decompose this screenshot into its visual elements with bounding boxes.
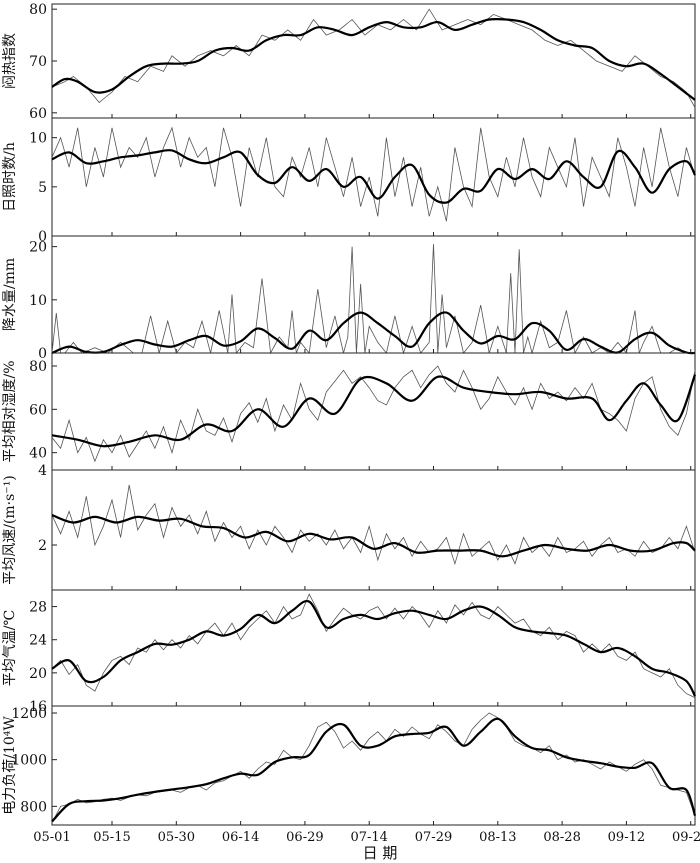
series-smooth-line	[51, 311, 696, 355]
series-smooth-line	[51, 149, 696, 204]
y-tick-label: 4	[38, 463, 47, 479]
x-tick-label: 08-13	[479, 830, 516, 845]
panel-frame	[51, 117, 696, 237]
y-tick-label: 10	[29, 131, 47, 147]
y-tick-label: 60	[29, 402, 47, 418]
series-raw-line	[51, 365, 696, 463]
y-tick-label: 10	[29, 293, 47, 309]
series-smooth-line	[51, 599, 696, 697]
x-tick-label: 07-29	[415, 830, 452, 845]
y-tick-label: 2	[38, 538, 47, 554]
y-tick-label: 20	[29, 666, 47, 682]
y-tick-label: 5	[38, 180, 47, 196]
y-tick-label: 20	[29, 240, 47, 256]
y-tick-label: 28	[29, 600, 47, 616]
panel-frame	[51, 469, 696, 591]
y-axis-label: 平均风速/(m·s⁻¹)	[2, 475, 18, 585]
series-raw-line	[51, 484, 696, 566]
x-tick-label: 08-28	[543, 830, 580, 845]
panel-frame	[51, 235, 696, 354]
x-tick-label: 05-01	[33, 830, 70, 845]
x-tick-label: 07-14	[350, 830, 387, 845]
panel-6: 16 20 24 28 平均气温/℃	[2, 589, 696, 715]
x-tick-label: 06-14	[222, 830, 259, 845]
y-tick-label: 80	[29, 2, 47, 18]
x-tick-label: 05-30	[158, 830, 195, 845]
series-smooth-line	[51, 17, 696, 101]
x-tick-label: 05-15	[93, 830, 130, 845]
panel-3: 0 10 20 降水量/mm	[2, 235, 696, 362]
x-tick-label: 09-27	[672, 830, 700, 845]
y-tick-label: 24	[29, 633, 47, 649]
series-smooth-line	[51, 717, 697, 823]
series-raw-line	[51, 243, 695, 355]
y-axis-label: 闷热指数	[2, 33, 18, 89]
y-axis-label: 电力负荷/10⁴W	[2, 716, 18, 815]
x-tick-label: 09-12	[608, 830, 645, 845]
panel-frame	[51, 352, 696, 471]
y-tick-label: 16	[29, 699, 47, 715]
y-tick-label: 0	[38, 346, 47, 362]
panel-4: 40 60 80 平均相对湿度/%	[2, 352, 697, 471]
y-axis-label: 平均相对湿度/%	[2, 360, 18, 462]
y-tick-label: 1000	[11, 753, 47, 769]
x-axis-label: 日 期	[363, 844, 398, 862]
panel-frame	[51, 3, 696, 119]
y-tick-label: 800	[20, 799, 47, 815]
panel-5: 2 4 平均风速/(m·s⁻¹)	[2, 463, 696, 591]
panel-1: 60 70 80 闷热指数	[2, 2, 696, 122]
y-axis-label: 降水量/mm	[2, 258, 18, 331]
panel-frame	[51, 705, 696, 826]
series-raw-line	[51, 126, 696, 222]
panel-2: 0 5 10 日照时数/h	[2, 117, 696, 245]
panel-frame	[51, 589, 696, 707]
y-tick-label: 40	[29, 446, 47, 462]
chart-panels: 60 70 80 闷热指数 0 5 10 日照时数/h 0 10 20 降水量/mm 40 60 80 平均相…	[2, 2, 700, 845]
y-tick-label: 80	[29, 359, 47, 375]
y-axis-label: 日照时数/h	[2, 142, 18, 212]
y-tick-label: 60	[29, 106, 47, 122]
x-tick-label: 06-29	[286, 830, 323, 845]
y-tick-label: 0	[38, 229, 47, 245]
series-raw-line	[51, 712, 696, 823]
series-raw-line	[51, 8, 696, 108]
series-smooth-line	[51, 513, 696, 558]
y-tick-label: 1200	[11, 706, 47, 722]
y-tick-label: 70	[29, 54, 47, 70]
series-smooth-line	[51, 374, 697, 448]
y-axis-label: 平均气温/℃	[2, 610, 18, 686]
